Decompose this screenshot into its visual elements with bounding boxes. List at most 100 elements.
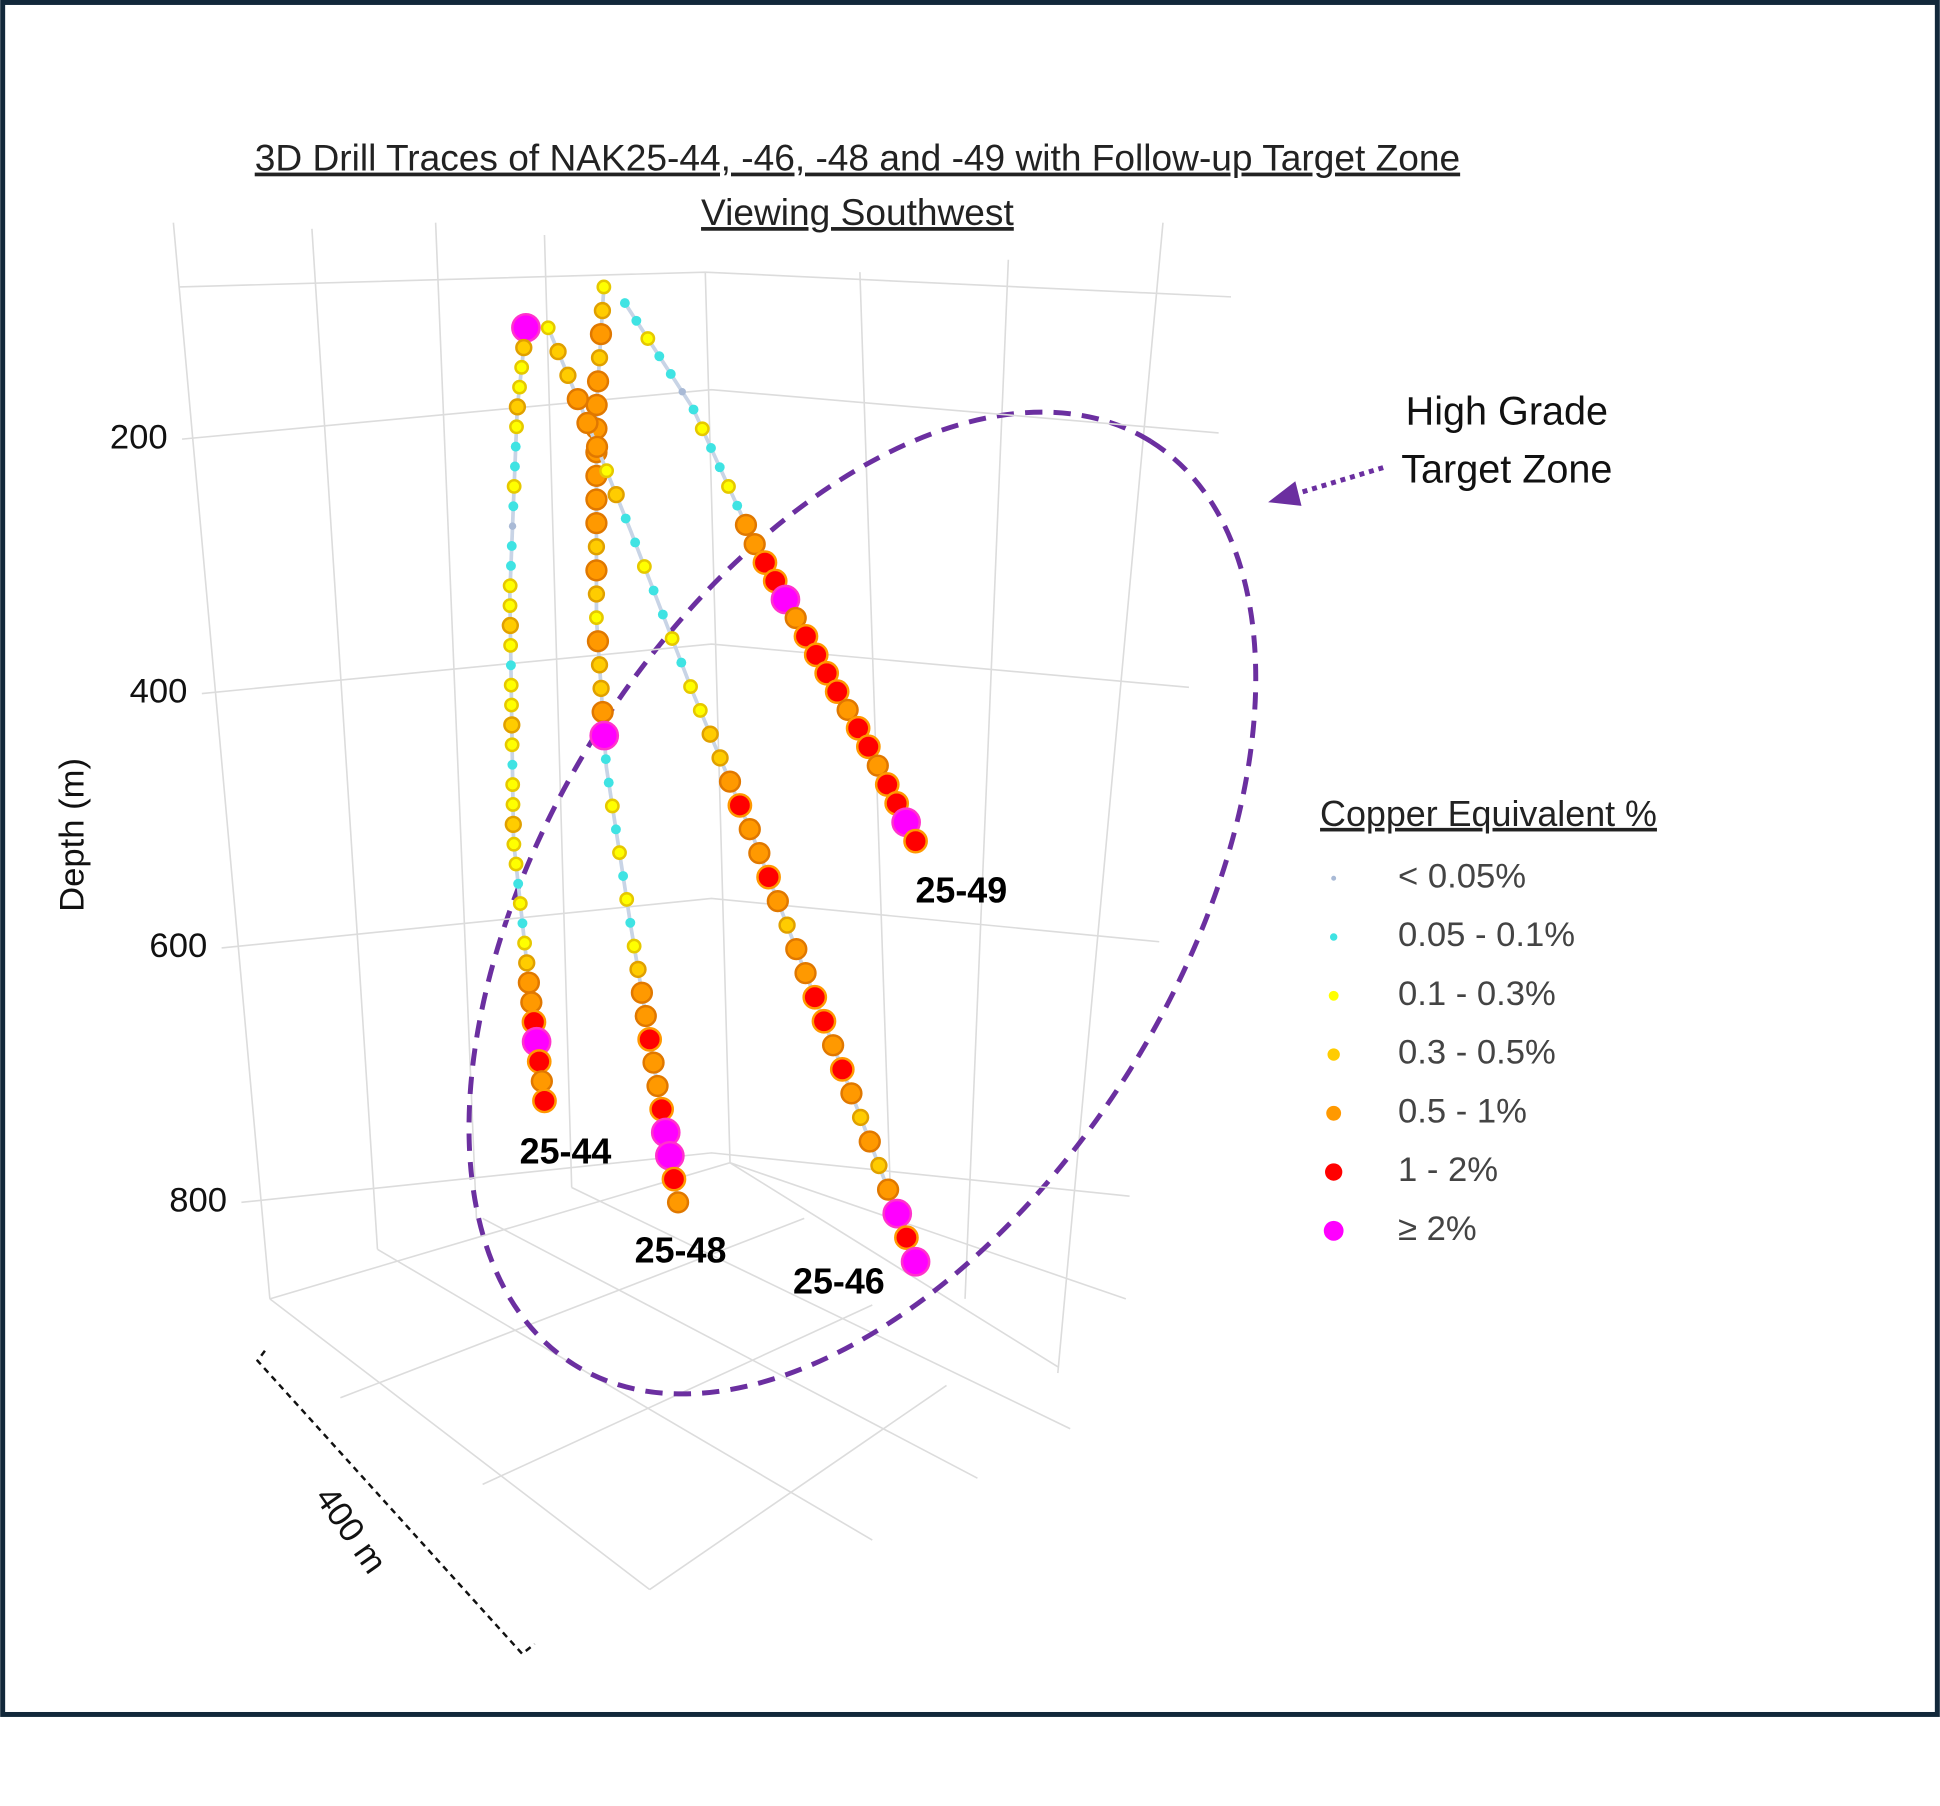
assay-point: [738, 818, 761, 841]
assay-point: [657, 609, 668, 620]
assay-point: [526, 1049, 552, 1074]
assay-point: [666, 1191, 690, 1214]
assay-point: [585, 559, 608, 582]
assay-point: [655, 1140, 685, 1171]
assay-point: [505, 797, 521, 812]
assay-point: [855, 734, 881, 760]
assay-point: [612, 845, 627, 861]
assay-point: [508, 522, 517, 530]
assay-point: [619, 298, 630, 309]
assay-point: [840, 1082, 863, 1105]
assay-point: [748, 841, 771, 865]
assay-point: [876, 1178, 900, 1201]
assay-point: [587, 538, 606, 556]
assay-point: [505, 660, 516, 671]
arrow-head: [1268, 481, 1302, 506]
y-tick-label: 200: [110, 418, 168, 456]
assay-point: [600, 754, 611, 765]
assay-point: [678, 388, 686, 396]
assay-point: [607, 485, 625, 504]
assay-point: [596, 279, 612, 295]
assay-point: [665, 369, 676, 379]
assay-point: [688, 404, 699, 415]
assay-point: [590, 656, 609, 674]
assay-point: [504, 697, 519, 713]
y-tick-label: 800: [169, 1181, 227, 1219]
assay-point: [625, 917, 636, 928]
assay-point: [587, 585, 606, 603]
assay-point: [512, 379, 527, 395]
chart-title: 3D Drill Traces of NAK25-44, -46, -48 an…: [255, 137, 1460, 179]
assay-point: [794, 962, 817, 985]
assay-point: [637, 1026, 663, 1052]
assay-point: [506, 478, 522, 494]
legend-marker: [1328, 990, 1339, 1001]
grid-line: [241, 1152, 1130, 1204]
assay-point: [630, 537, 641, 548]
legend-title: Copper Equivalent %: [1320, 794, 1657, 834]
assay-point: [631, 315, 642, 326]
assay-point: [766, 889, 789, 913]
assay-point: [654, 351, 665, 362]
assay-point: [520, 991, 543, 1014]
assay-point: [803, 642, 829, 668]
assay-point: [642, 1051, 665, 1074]
assay-point: [599, 463, 615, 479]
assay-point: [503, 677, 519, 693]
assay-point: [734, 513, 758, 537]
assay-point: [785, 938, 808, 961]
hole-label: 25-44: [520, 1132, 612, 1172]
assay-point: [503, 637, 519, 653]
assay-point: [793, 624, 819, 649]
legend-label: 0.5 - 1%: [1398, 1092, 1527, 1130]
legend-label: ≥ 2%: [1398, 1210, 1477, 1248]
assay-point: [814, 660, 840, 686]
legend-marker: [1325, 1163, 1343, 1181]
assay-point: [506, 541, 517, 551]
assay-point: [502, 578, 518, 594]
assay-point: [540, 320, 556, 336]
assay-point: [517, 918, 528, 929]
assay-point: [829, 1056, 855, 1082]
assay-point: [845, 715, 871, 741]
assay-point: [501, 616, 519, 635]
assay-point: [566, 387, 589, 411]
assay-point: [512, 896, 528, 911]
assay-point: [510, 441, 521, 452]
assay-point: [515, 338, 533, 357]
assay-point: [903, 828, 928, 854]
legend-marker: [1331, 875, 1337, 881]
chart-subtitle: Viewing Southwest: [701, 191, 1014, 233]
assay-point: [732, 500, 743, 511]
assay-point: [590, 349, 609, 367]
assay-point: [851, 1108, 870, 1127]
assay-point: [592, 679, 610, 698]
assay-point: [683, 679, 698, 695]
frame: [0, 0, 1940, 1717]
assay-point: [585, 488, 608, 511]
assay-point: [661, 1166, 687, 1192]
grid-line: [181, 388, 1219, 440]
assay-point: [784, 606, 807, 630]
assay-point: [692, 702, 708, 718]
assay-point: [701, 725, 719, 743]
grid-line: [221, 897, 1160, 949]
legend-marker: [1326, 1105, 1342, 1121]
annotation: High Grade Target Zone: [1401, 390, 1612, 492]
assay-point: [676, 657, 687, 668]
assay-point: [640, 331, 656, 346]
assay-point: [802, 984, 828, 1010]
assay-point: [589, 323, 613, 346]
assay-point: [824, 679, 850, 704]
legend-label: < 0.05%: [1398, 857, 1526, 895]
y-tick-label: 400: [130, 673, 188, 711]
assay-point: [626, 938, 642, 954]
grid-line: [201, 643, 1190, 695]
assay-point: [706, 443, 716, 453]
assay-point: [507, 759, 518, 770]
assay-point: [514, 359, 530, 375]
legend-marker: [1323, 1220, 1344, 1241]
assay-point: [585, 393, 608, 417]
assay-point: [589, 720, 620, 751]
